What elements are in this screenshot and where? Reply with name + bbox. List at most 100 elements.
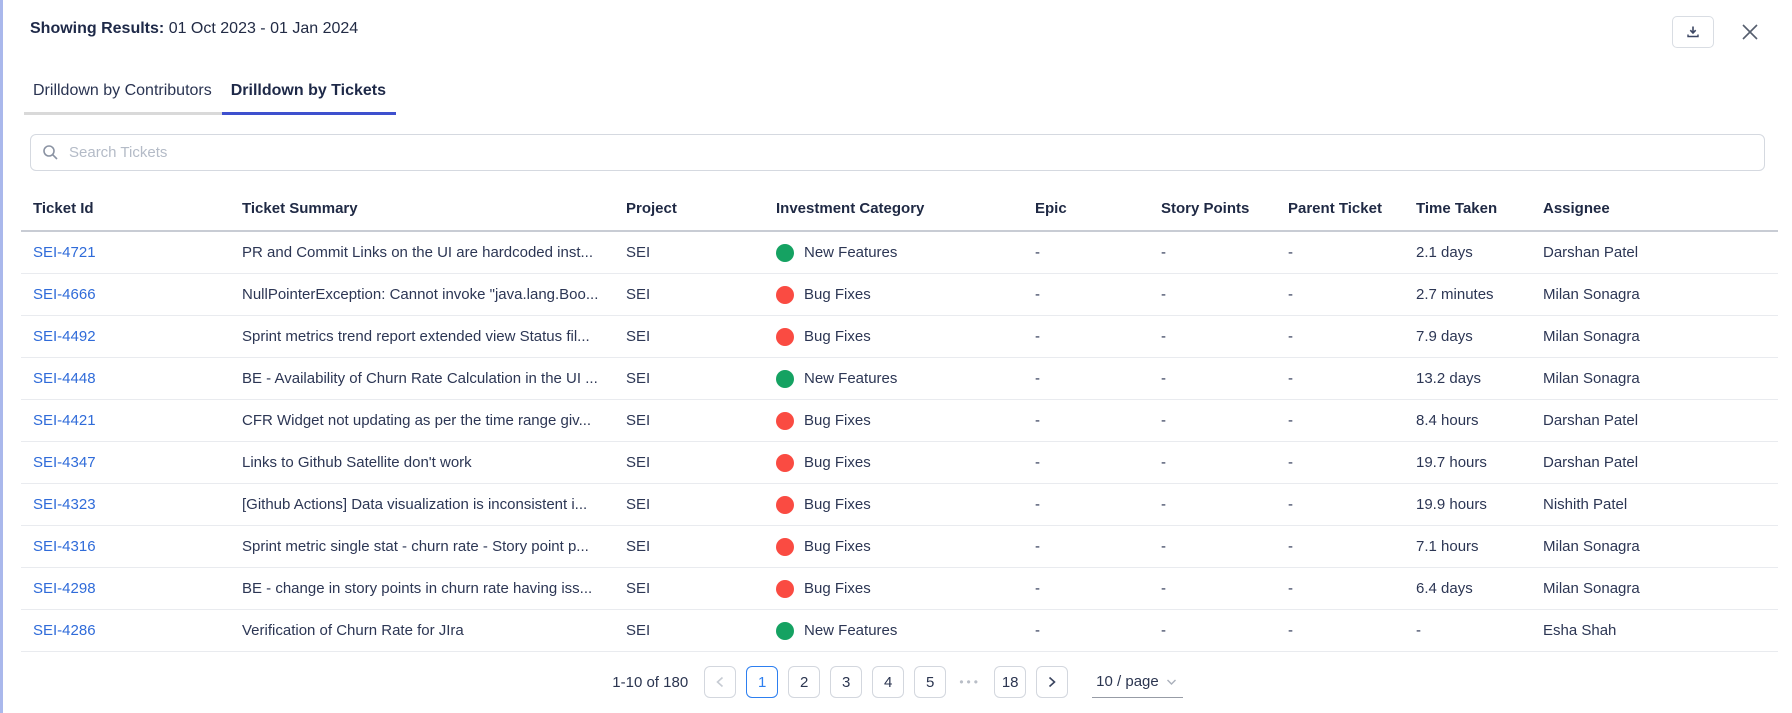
chevron-down-icon: [1166, 678, 1177, 686]
project-cell: SEI: [626, 580, 651, 597]
category-dot-icon: [776, 327, 794, 346]
header-actions: [1672, 16, 1764, 48]
close-button[interactable]: [1736, 18, 1764, 46]
table-row: SEI-4448 BE - Availability of Churn Rate …: [21, 358, 1778, 400]
ticket-id-link[interactable]: SEI-4721: [33, 244, 96, 261]
drilldown-header: Showing Results: 01 Oct 2023 - 01 Jan 20…: [3, 0, 1792, 48]
ticket-id-cell: SEI-4666: [33, 286, 242, 303]
page-button-5[interactable]: 5: [914, 666, 947, 698]
ticket-summary-cell: BE - change in story points in churn rat…: [242, 580, 593, 597]
ticket-summary-cell: NullPointerException: Cannot invoke "jav…: [242, 286, 599, 303]
ticket-id-cell: SEI-4316: [33, 538, 242, 555]
pagination-ellipsis[interactable]: •••: [959, 675, 981, 689]
investment-category-cell: Bug Fixes: [776, 579, 1035, 598]
ticket-summary-cell: Sprint metric single stat - churn rate -…: [242, 538, 589, 555]
ticket-id-link[interactable]: SEI-4323: [33, 496, 96, 513]
time-taken-cell: 2.7 minutes: [1416, 286, 1494, 303]
parent-ticket-cell: -: [1288, 328, 1293, 345]
story-points-cell: -: [1161, 328, 1166, 345]
showing-results-label: Showing Results:: [30, 20, 165, 37]
story-points-cell: -: [1161, 244, 1166, 261]
page-button-1[interactable]: 1: [746, 666, 779, 698]
category-dot-icon: [776, 495, 794, 514]
parent-ticket-cell: -: [1288, 370, 1293, 387]
col-ticket-summary: Ticket Summary: [242, 200, 358, 217]
ticket-id-link[interactable]: SEI-4316: [33, 538, 96, 555]
ticket-summary-cell: [Github Actions] Data visualization is i…: [242, 496, 588, 513]
epic-cell: -: [1035, 538, 1040, 555]
ticket-id-link[interactable]: SEI-4347: [33, 454, 96, 471]
ticket-id-link[interactable]: SEI-4298: [33, 580, 96, 597]
col-project: Project: [626, 200, 677, 217]
col-epic: Epic: [1035, 200, 1067, 217]
page-button-4[interactable]: 4: [872, 666, 905, 698]
search-icon: [42, 144, 59, 166]
ticket-id-link[interactable]: SEI-4492: [33, 328, 96, 345]
ticket-id-cell: SEI-4298: [33, 580, 242, 597]
tickets-table: Ticket Id Ticket Summary Project Investm…: [21, 187, 1778, 652]
next-page-button[interactable]: [1036, 666, 1069, 698]
prev-page-button[interactable]: [704, 666, 737, 698]
assignee-cell: Esha Shah: [1543, 622, 1617, 639]
project-cell: SEI: [626, 538, 651, 555]
table-row: SEI-4298 BE - change in story points in c…: [21, 568, 1778, 610]
page-button-2[interactable]: 2: [788, 666, 821, 698]
search-input[interactable]: [30, 134, 1765, 171]
table-row: SEI-4492 Sprint metrics trend report exte…: [21, 316, 1778, 358]
table-row: SEI-4323 [Github Actions] Data visualizat…: [21, 484, 1778, 526]
page-size-select[interactable]: 10 / page: [1092, 666, 1183, 698]
assignee-cell: Milan Sonagra: [1543, 580, 1640, 597]
time-taken-cell: 7.1 hours: [1416, 538, 1479, 555]
category-dot-icon: [776, 621, 794, 640]
col-investment-category: Investment Category: [776, 200, 925, 217]
table-row: SEI-4666 NullPointerException: Cannot inv…: [21, 274, 1778, 316]
story-points-cell: -: [1161, 538, 1166, 555]
category-label: Bug Fixes: [804, 412, 871, 429]
parent-ticket-cell: -: [1288, 412, 1293, 429]
story-points-cell: -: [1161, 496, 1166, 513]
story-points-cell: -: [1161, 412, 1166, 429]
assignee-cell: Darshan Patel: [1543, 412, 1639, 429]
tab-drilldown-by-tickets[interactable]: Drilldown by Tickets: [221, 76, 397, 115]
epic-cell: -: [1035, 370, 1040, 387]
investment-category-cell: New Features: [776, 369, 1035, 388]
project-cell: SEI: [626, 244, 651, 261]
table-row: SEI-4286 Verification of Churn Rate for J…: [21, 610, 1778, 652]
epic-cell: -: [1035, 496, 1040, 513]
drilldown-tabs: Drilldown by Contributors Drilldown by T…: [24, 76, 397, 115]
showing-results: Showing Results: 01 Oct 2023 - 01 Jan 20…: [30, 16, 358, 38]
tab-drilldown-by-contributors[interactable]: Drilldown by Contributors: [24, 76, 222, 112]
ticket-id-link[interactable]: SEI-4448: [33, 370, 96, 387]
parent-ticket-cell: -: [1288, 244, 1293, 261]
assignee-cell: Milan Sonagra: [1543, 286, 1640, 303]
epic-cell: -: [1035, 454, 1040, 471]
col-ticket-id: Ticket Id: [33, 200, 94, 217]
epic-cell: -: [1035, 244, 1040, 261]
page-size-label: 10 / page: [1096, 673, 1159, 690]
download-icon: [1685, 24, 1701, 40]
col-story-points: Story Points: [1161, 200, 1250, 217]
time-taken-cell: -: [1416, 622, 1421, 639]
investment-category-cell: Bug Fixes: [776, 327, 1035, 346]
table-row: SEI-4316 Sprint metric single stat - chur…: [21, 526, 1778, 568]
category-label: Bug Fixes: [804, 328, 871, 345]
page-button-last[interactable]: 18: [994, 666, 1027, 698]
category-label: Bug Fixes: [804, 286, 871, 303]
page-button-3[interactable]: 3: [830, 666, 863, 698]
investment-category-cell: Bug Fixes: [776, 495, 1035, 514]
chevron-right-icon: [1047, 676, 1057, 688]
download-button[interactable]: [1672, 16, 1714, 48]
project-cell: SEI: [626, 328, 651, 345]
project-cell: SEI: [626, 454, 651, 471]
ticket-id-cell: SEI-4721: [33, 244, 242, 261]
ticket-id-link[interactable]: SEI-4421: [33, 412, 96, 429]
investment-category-cell: Bug Fixes: [776, 453, 1035, 472]
category-label: Bug Fixes: [804, 454, 871, 471]
epic-cell: -: [1035, 286, 1040, 303]
ticket-summary-cell: Links to Github Satellite don't work: [242, 454, 472, 471]
ticket-id-link[interactable]: SEI-4286: [33, 622, 96, 639]
category-dot-icon: [776, 369, 794, 388]
assignee-cell: Darshan Patel: [1543, 454, 1639, 471]
ticket-id-link[interactable]: SEI-4666: [33, 286, 96, 303]
